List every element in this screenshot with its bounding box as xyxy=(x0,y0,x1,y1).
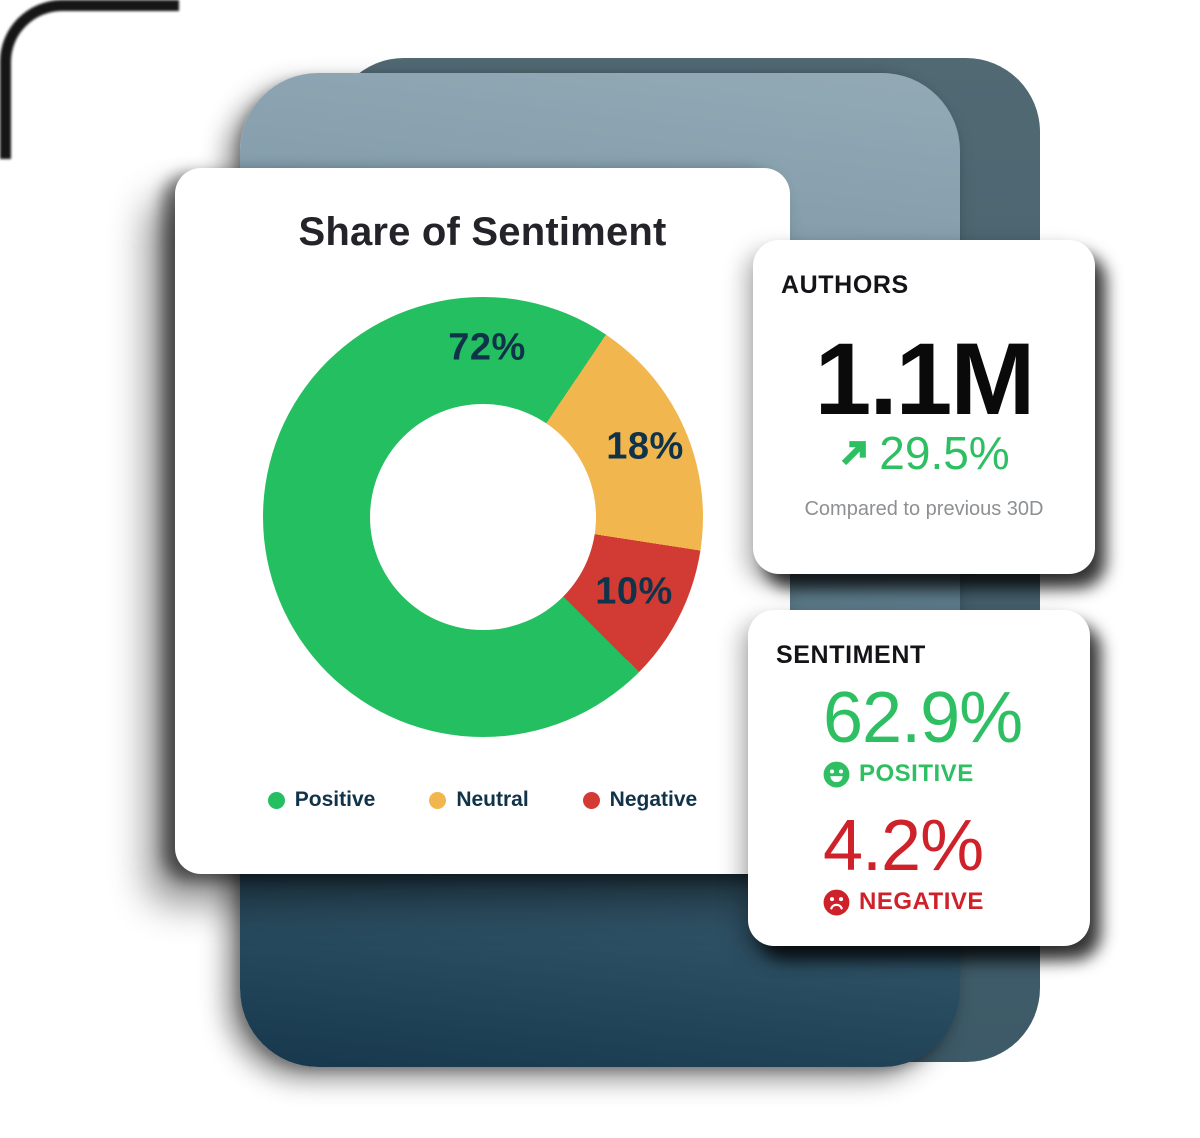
authors-change: 29.5% xyxy=(753,430,1095,476)
legend-label-negative: Negative xyxy=(609,788,698,811)
legend-dot-neutral xyxy=(429,791,447,809)
authors-change-value: 29.5% xyxy=(879,426,1010,479)
donut-slice-label-neutral: 18% xyxy=(606,425,684,468)
legend-item-neutral: Neutral xyxy=(429,788,529,812)
donut-slice-label-positive: 72% xyxy=(448,326,526,369)
legend-dot-negative xyxy=(582,791,600,809)
smiley-negative-icon xyxy=(823,889,850,915)
legend-label-neutral: Neutral xyxy=(456,788,529,811)
smiley-positive-icon xyxy=(823,761,850,787)
legend-dot-positive xyxy=(267,791,285,809)
positive-metric: 62.9% POSITIVE xyxy=(748,682,1090,788)
donut-slice-label-negative: 10% xyxy=(595,570,673,613)
negative-metric: 4.2% NEGATIVE xyxy=(748,810,1090,916)
legend-item-negative: Negative xyxy=(582,788,698,812)
positive-value: 62.9% xyxy=(823,678,1023,758)
authors-heading: AUTHORS xyxy=(781,271,909,299)
donut-chart: 72% 18% 10% xyxy=(263,297,703,737)
sentiment-heading: SENTIMENT xyxy=(776,641,926,669)
negative-label: NEGATIVE xyxy=(859,888,984,915)
legend: Positive Neutral Negative xyxy=(175,788,790,812)
negative-value: 4.2% xyxy=(823,806,984,886)
legend-label-positive: Positive xyxy=(294,788,376,811)
negative-label-row: NEGATIVE xyxy=(823,888,1090,916)
sentiment-card: SENTIMENT 62.9% POSITIVE 4.2% NEGATIVE xyxy=(748,610,1090,946)
authors-card: AUTHORS 1.1M 29.5% Compared to previous … xyxy=(753,240,1095,574)
share-of-sentiment-card: Share of Sentiment 72% 18% 10% Positive … xyxy=(175,168,790,874)
positive-label: POSITIVE xyxy=(859,760,974,787)
authors-caption: Compared to previous 30D xyxy=(804,497,1044,520)
authors-value: 1.1M xyxy=(814,322,1036,436)
chart-title: Share of Sentiment xyxy=(298,210,667,254)
positive-label-row: POSITIVE xyxy=(823,760,1090,788)
legend-item-positive: Positive xyxy=(267,788,376,812)
corner-arc-decoration xyxy=(0,0,179,159)
trend-up-arrow-icon xyxy=(842,440,867,465)
